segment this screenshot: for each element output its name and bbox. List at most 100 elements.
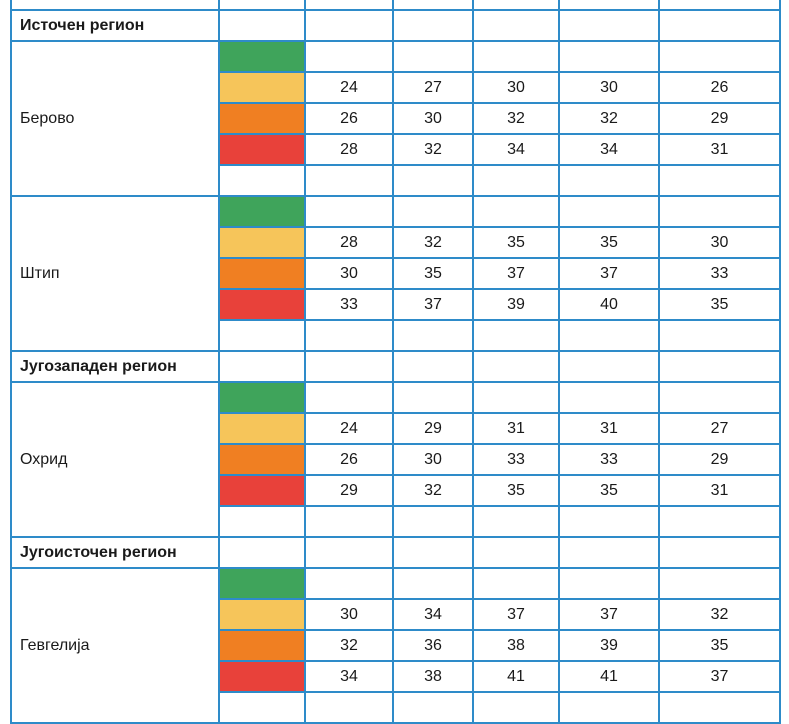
warning-swatch-orange [218,102,306,135]
value-cell: 32 [392,226,474,259]
empty-swatch [218,319,306,352]
value-cell: 34 [304,660,394,693]
region-row: Југоисточен регион [10,536,781,569]
value-cell: 32 [472,102,560,135]
value-cell: 30 [392,102,474,135]
table-row: 32 36 38 39 35 [11,629,781,662]
yellow-swatch-fill [220,414,304,443]
value-cell: 27 [658,412,781,445]
value-cell [392,195,474,228]
red-swatch-fill [220,476,304,505]
table-row: 33 37 39 40 35 [11,288,781,321]
value-cell: 30 [472,71,560,104]
warning-swatch-yellow [218,71,306,104]
value-cell [658,40,781,73]
empty-cell [558,350,660,383]
value-cell: 26 [304,102,394,135]
empty-cell [472,536,560,569]
value-cell [558,381,660,414]
value-cell: 32 [658,598,781,631]
yellow-swatch-fill [220,73,304,102]
table-row: 24 29 31 31 27 [11,412,781,445]
value-cell: 41 [472,660,560,693]
orange-swatch-fill [220,259,304,288]
warning-swatch-red [218,474,306,507]
warning-swatch-green [218,40,306,73]
red-swatch-fill [220,662,304,691]
city-name: Штип [10,195,220,352]
table-row: 26 30 33 33 29 [11,443,781,476]
table-row: 28 32 34 34 31 [11,133,781,166]
empty-cell [218,536,306,569]
empty-cell [10,0,220,11]
value-cell: 26 [304,443,394,476]
value-cell: 37 [558,257,660,290]
empty-cell [304,0,394,11]
region-row: Источен регион [10,9,781,42]
value-cell [472,319,560,352]
value-cell: 37 [472,598,560,631]
value-cell: 35 [472,226,560,259]
warning-swatch-orange [218,629,306,662]
empty-cell [304,350,394,383]
value-cell [304,40,394,73]
value-cell: 35 [472,474,560,507]
table-row [11,164,781,197]
empty-cell [658,350,781,383]
value-cell [392,381,474,414]
value-cell: 34 [558,133,660,166]
value-cell [304,381,394,414]
empty-cell [392,0,474,11]
empty-cell [472,350,560,383]
table-row: 30 34 37 37 32 [11,598,781,631]
value-cell [472,40,560,73]
value-cell [472,381,560,414]
value-cell: 27 [392,71,474,104]
warning-swatch-orange [218,443,306,476]
empty-swatch [218,691,306,724]
value-cell: 33 [558,443,660,476]
red-swatch-fill [220,135,304,164]
warning-swatch-yellow [218,226,306,259]
table-row: 26 30 32 32 29 [11,102,781,135]
value-cell [304,567,394,600]
value-cell: 32 [392,474,474,507]
yellow-swatch-fill [220,228,304,257]
value-cell [304,319,394,352]
region-heading: Источен регион [10,9,220,42]
value-cell: 39 [558,629,660,662]
value-cell [558,319,660,352]
empty-swatch [218,164,306,197]
empty-cell [658,9,781,42]
value-cell: 33 [658,257,781,290]
empty-cell [304,9,394,42]
green-swatch-fill [220,42,304,71]
table-row [11,505,781,538]
value-cell: 24 [304,71,394,104]
value-cell [658,691,781,724]
value-cell [658,381,781,414]
green-swatch-fill [220,197,304,226]
value-cell: 37 [558,598,660,631]
value-cell [658,319,781,352]
empty-cell [218,0,306,11]
green-swatch-fill [220,383,304,412]
value-cell [658,567,781,600]
value-cell: 28 [304,133,394,166]
table-row: Охрид [10,381,781,538]
value-cell: 37 [472,257,560,290]
region-row: Југозападен регион [10,350,781,383]
value-cell: 35 [658,288,781,321]
value-cell: 31 [658,474,781,507]
empty-cell [218,9,306,42]
value-cell: 29 [658,443,781,476]
value-cell: 40 [558,288,660,321]
value-cell [392,40,474,73]
empty-cell [658,0,781,11]
value-cell [304,691,394,724]
green-swatch-fill [220,569,304,598]
value-cell [558,567,660,600]
value-cell: 32 [304,629,394,662]
value-cell: 29 [304,474,394,507]
table-row: Гевгелија [10,567,781,724]
